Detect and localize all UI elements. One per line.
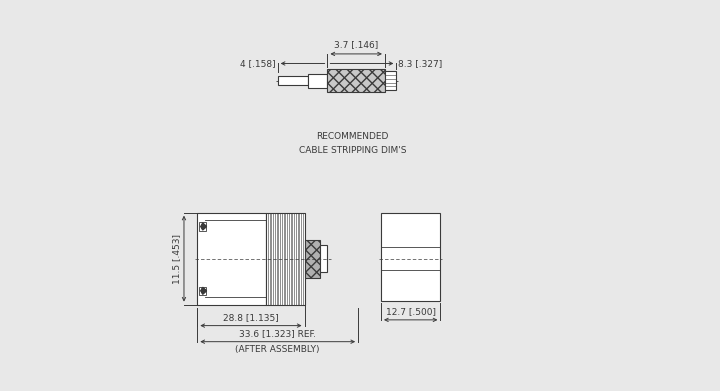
Bar xyxy=(308,74,328,88)
Polygon shape xyxy=(201,287,207,294)
Bar xyxy=(305,240,320,278)
Text: 8.3 [.327]: 8.3 [.327] xyxy=(398,59,443,68)
Text: 28.8 [1.135]: 28.8 [1.135] xyxy=(223,313,279,322)
Text: 11.5 [.453]: 11.5 [.453] xyxy=(172,234,181,283)
Bar xyxy=(328,69,385,92)
Text: RECOMMENDED
CABLE STRIPPING DIM'S: RECOMMENDED CABLE STRIPPING DIM'S xyxy=(299,133,406,154)
Bar xyxy=(199,222,206,231)
Text: 33.6 [1.323] REF.: 33.6 [1.323] REF. xyxy=(239,329,316,338)
Bar xyxy=(320,245,328,272)
Bar xyxy=(328,69,385,92)
Text: 4 [.158]: 4 [.158] xyxy=(240,59,276,68)
Polygon shape xyxy=(201,223,207,230)
Text: 12.7 [.500]: 12.7 [.500] xyxy=(386,307,436,316)
Bar xyxy=(385,71,396,90)
Bar xyxy=(278,76,308,85)
Bar xyxy=(197,213,266,305)
Text: 3.7 [.146]: 3.7 [.146] xyxy=(334,40,378,49)
Bar xyxy=(199,287,206,295)
Bar xyxy=(381,213,441,301)
Bar xyxy=(266,213,305,305)
Text: (AFTER ASSEMBLY): (AFTER ASSEMBLY) xyxy=(235,345,320,354)
Bar xyxy=(305,240,320,278)
